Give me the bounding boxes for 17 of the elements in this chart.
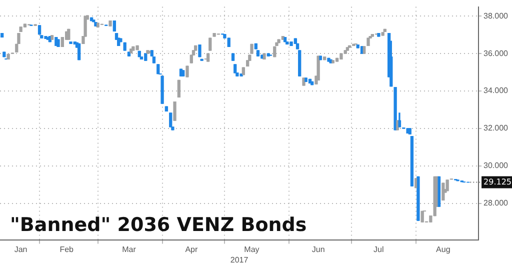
y-tick-label: 36.000 — [484, 48, 509, 58]
x-axis-title: 2017 — [230, 255, 249, 264]
y-tick-label: 28.000 — [484, 198, 509, 208]
y-tick-label: 38.000 — [484, 11, 509, 20]
x-tick-label: Mar — [122, 244, 136, 254]
y-tick-label: 34.000 — [484, 86, 509, 96]
x-tick-label: Jul — [374, 244, 384, 254]
x-tick-label: Jun — [312, 244, 325, 254]
y-tick-label: 32.000 — [484, 124, 509, 133]
x-tick-label: Feb — [60, 244, 74, 254]
annotation: 29.125 — [484, 177, 512, 186]
x-tick-label: Jan — [14, 244, 28, 254]
x-tick-label: Aug — [436, 244, 450, 254]
x-tick-label: Apr — [185, 244, 198, 254]
x-tick-label: May — [244, 244, 260, 254]
text: "Banned" 2036 VENZ Bonds — [10, 214, 307, 236]
y-tick-label: 30.000 — [484, 161, 509, 170]
